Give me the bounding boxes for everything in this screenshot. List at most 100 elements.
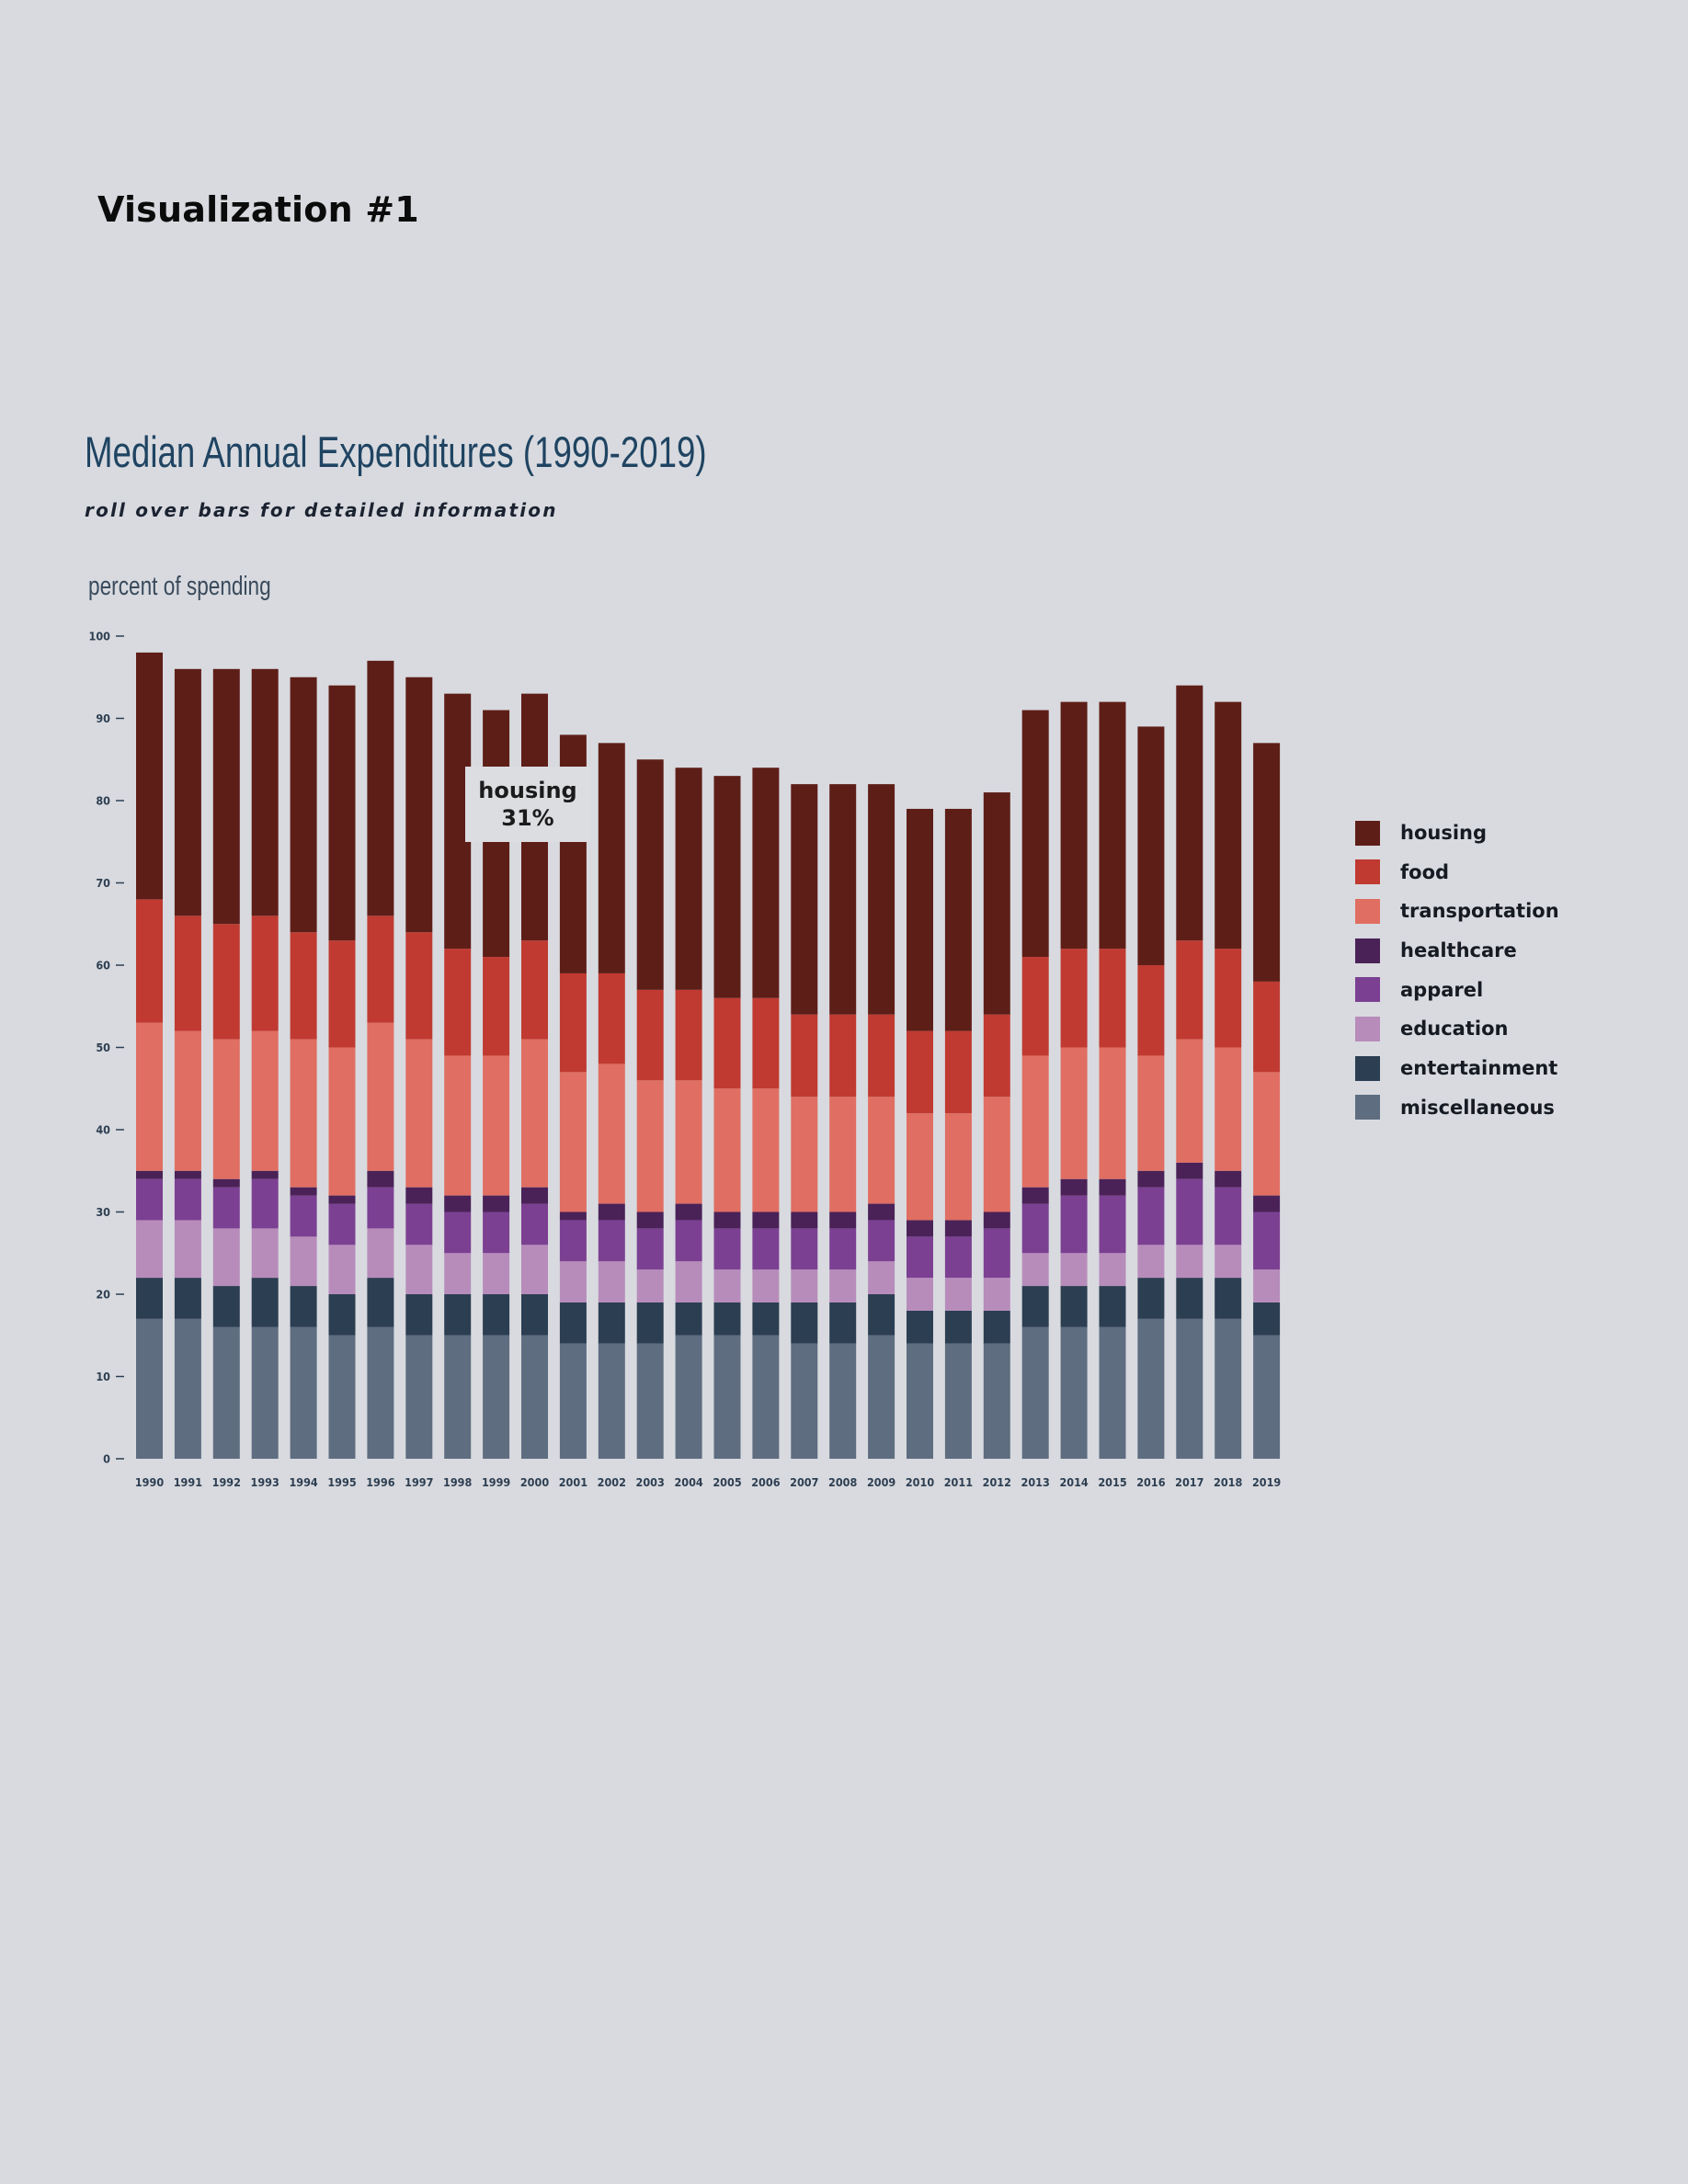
bar-segment-apparel[interactable] — [174, 1178, 201, 1221]
bar-stack-2005[interactable] — [713, 776, 741, 1459]
bar-segment-apparel[interactable] — [1060, 1195, 1088, 1254]
bar-segment-entertainment[interactable] — [521, 1294, 548, 1336]
bar-segment-education[interactable] — [405, 1245, 433, 1294]
bar-segment-apparel[interactable] — [1215, 1187, 1242, 1246]
bar-segment-transportation[interactable] — [212, 1039, 240, 1179]
bar-segment-apparel[interactable] — [559, 1220, 587, 1262]
bar-segment-transportation[interactable] — [752, 1088, 780, 1212]
bar-segment-food[interactable] — [483, 957, 510, 1056]
bar-segment-transportation[interactable] — [713, 1088, 741, 1212]
bar-segment-housing[interactable] — [907, 808, 933, 1031]
bar-segment-entertainment[interactable] — [444, 1294, 472, 1336]
bar-segment-transportation[interactable] — [1137, 1055, 1165, 1171]
bar-segment-apparel[interactable] — [328, 1203, 356, 1246]
bar-segment-transportation[interactable] — [1176, 1039, 1203, 1163]
bar-segment-housing[interactable] — [675, 768, 702, 990]
bar-segment-food[interactable] — [1176, 940, 1203, 1040]
bar-stack-2018[interactable] — [1215, 701, 1242, 1459]
bar-segment-transportation[interactable] — [1021, 1055, 1049, 1188]
bar-segment-education[interactable] — [1021, 1253, 1049, 1287]
bar-segment-healthcare[interactable] — [1176, 1162, 1203, 1179]
bar-segment-food[interactable] — [907, 1030, 933, 1114]
bar-segment-healthcare[interactable] — [174, 1170, 201, 1179]
bar-stack-1996[interactable] — [367, 660, 394, 1459]
bar-segment-housing[interactable] — [1060, 701, 1088, 950]
bar-segment-entertainment[interactable] — [174, 1278, 201, 1319]
bar-segment-food[interactable] — [752, 997, 780, 1089]
bar-segment-education[interactable] — [868, 1261, 895, 1294]
bar-stack-1990[interactable] — [136, 652, 163, 1459]
bar-segment-healthcare[interactable] — [713, 1211, 741, 1229]
bar-segment-entertainment[interactable] — [1099, 1286, 1126, 1327]
bar-segment-education[interactable] — [367, 1228, 394, 1279]
bar-segment-healthcare[interactable] — [598, 1203, 625, 1221]
bar-segment-apparel[interactable] — [444, 1211, 472, 1254]
bar-segment-entertainment[interactable] — [251, 1278, 279, 1327]
bar-segment-miscellaneous[interactable] — [136, 1318, 163, 1459]
bar-segment-apparel[interactable] — [367, 1187, 394, 1229]
bar-segment-healthcare[interactable] — [944, 1220, 972, 1237]
bar-segment-education[interactable] — [944, 1278, 972, 1311]
bar-segment-education[interactable] — [483, 1253, 510, 1294]
bar-stack-1993[interactable] — [251, 668, 279, 1459]
bar-segment-transportation[interactable] — [598, 1064, 625, 1204]
bar-segment-transportation[interactable] — [1060, 1047, 1088, 1179]
bar-segment-education[interactable] — [829, 1269, 857, 1302]
bar-segment-entertainment[interactable] — [675, 1302, 702, 1336]
bar-segment-food[interactable] — [174, 916, 201, 1031]
bar-segment-housing[interactable] — [1099, 701, 1126, 950]
bar-segment-food[interactable] — [212, 924, 240, 1040]
bar-stack-1994[interactable] — [290, 677, 317, 1459]
bar-segment-miscellaneous[interactable] — [636, 1343, 664, 1459]
bar-segment-food[interactable] — [944, 1030, 972, 1114]
bar-segment-healthcare[interactable] — [1215, 1170, 1242, 1188]
bar-segment-miscellaneous[interactable] — [598, 1343, 625, 1459]
bar-segment-education[interactable] — [1176, 1245, 1203, 1279]
bar-segment-food[interactable] — [1060, 949, 1088, 1048]
bar-segment-apparel[interactable] — [136, 1178, 163, 1221]
bar-segment-apparel[interactable] — [251, 1178, 279, 1229]
bar-segment-entertainment[interactable] — [944, 1310, 972, 1344]
bar-segment-entertainment[interactable] — [752, 1302, 780, 1336]
bar-stack-1992[interactable] — [212, 668, 240, 1459]
bar-segment-apparel[interactable] — [1253, 1211, 1281, 1270]
bar-segment-transportation[interactable] — [1099, 1047, 1126, 1179]
bar-segment-miscellaneous[interactable] — [713, 1335, 741, 1459]
bar-segment-apparel[interactable] — [1176, 1178, 1203, 1246]
bar-segment-entertainment[interactable] — [483, 1294, 510, 1336]
bar-stack-2006[interactable] — [752, 768, 780, 1459]
bar-segment-entertainment[interactable] — [1253, 1302, 1281, 1336]
bar-segment-healthcare[interactable] — [868, 1203, 895, 1221]
bar-segment-apparel[interactable] — [636, 1228, 664, 1270]
bar-stack-1991[interactable] — [174, 668, 201, 1459]
bar-segment-education[interactable] — [328, 1245, 356, 1294]
bar-segment-food[interactable] — [559, 973, 587, 1073]
bar-segment-education[interactable] — [636, 1269, 664, 1302]
bar-segment-healthcare[interactable] — [136, 1170, 163, 1179]
bar-segment-food[interactable] — [829, 1014, 857, 1098]
bar-segment-healthcare[interactable] — [675, 1203, 702, 1221]
bar-segment-housing[interactable] — [136, 652, 163, 900]
bar-segment-miscellaneous[interactable] — [1215, 1318, 1242, 1459]
bar-segment-education[interactable] — [713, 1269, 741, 1302]
bar-segment-housing[interactable] — [1215, 701, 1242, 950]
bar-segment-food[interactable] — [636, 989, 664, 1081]
bar-segment-housing[interactable] — [405, 677, 433, 933]
bar-segment-food[interactable] — [136, 899, 163, 1023]
bar-segment-entertainment[interactable] — [829, 1302, 857, 1344]
bar-segment-apparel[interactable] — [752, 1228, 780, 1270]
bar-segment-food[interactable] — [675, 989, 702, 1081]
bar-segment-education[interactable] — [791, 1269, 818, 1302]
bar-stack-2008[interactable] — [829, 784, 857, 1459]
bar-segment-miscellaneous[interactable] — [1099, 1326, 1126, 1459]
bar-segment-transportation[interactable] — [675, 1080, 702, 1204]
bar-segment-transportation[interactable] — [868, 1097, 895, 1204]
bar-segment-transportation[interactable] — [174, 1030, 201, 1171]
bar-segment-education[interactable] — [521, 1245, 548, 1294]
bar-segment-transportation[interactable] — [1253, 1072, 1281, 1196]
bar-segment-education[interactable] — [559, 1261, 587, 1302]
bar-segment-healthcare[interactable] — [483, 1195, 510, 1212]
bar-segment-education[interactable] — [1137, 1245, 1165, 1279]
bar-segment-healthcare[interactable] — [290, 1187, 317, 1196]
bar-segment-entertainment[interactable] — [367, 1278, 394, 1327]
